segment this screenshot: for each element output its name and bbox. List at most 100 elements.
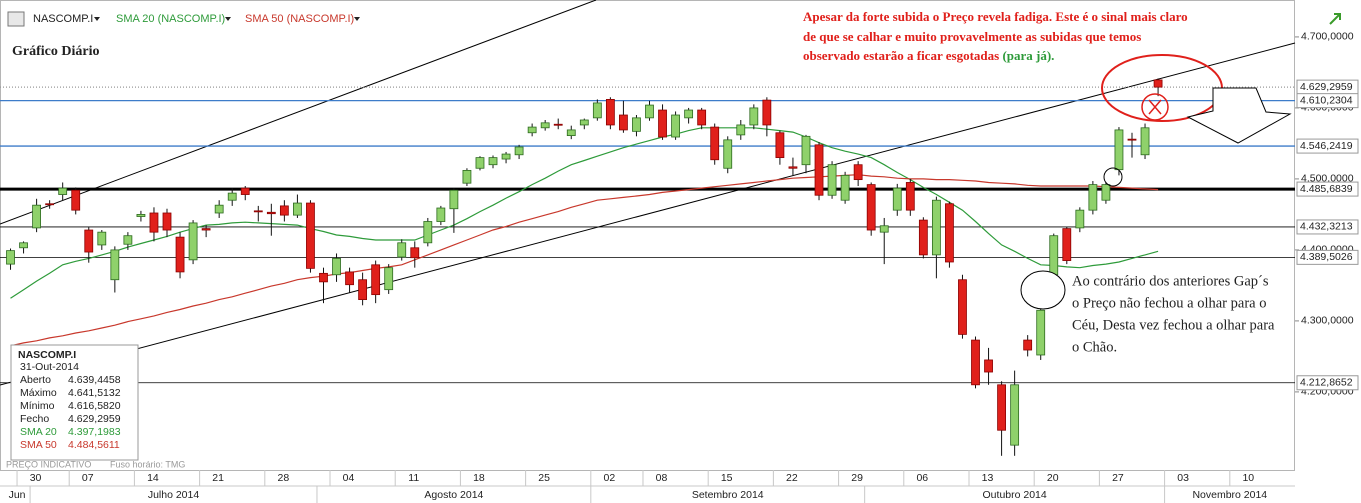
candle-body — [945, 203, 954, 263]
dropdown-icon[interactable] — [225, 17, 231, 21]
note-line: observado estarão a ficar esgotadas (par… — [803, 48, 1054, 63]
legend-entry: SMA 20 (NASCOMP.I) — [116, 13, 225, 25]
note-top: Apesar da forte subida o Preço revela fa… — [803, 9, 1188, 63]
x-tick-label: 13 — [982, 472, 994, 484]
month-label: Setembro 2014 — [692, 489, 764, 501]
candle-body — [110, 249, 120, 281]
candle-body — [1075, 209, 1085, 229]
info-box — [10, 344, 139, 461]
candle-body — [958, 279, 967, 335]
candle-body — [801, 135, 811, 166]
candle-body — [840, 174, 850, 201]
candle-body — [462, 169, 472, 184]
candle-body — [266, 211, 276, 215]
level-label: 4.629,2959 — [1300, 81, 1353, 93]
x-tick-label: 11 — [408, 472, 419, 484]
candle-body — [97, 231, 107, 246]
info-label: SMA 20 — [20, 426, 57, 438]
candle-body — [32, 204, 42, 229]
candle-body — [306, 202, 315, 269]
info-value: 4.641,5132 — [68, 387, 121, 399]
candle-body — [410, 247, 420, 259]
candle-body — [436, 207, 446, 222]
candle-body — [697, 109, 707, 126]
candle-body — [58, 187, 68, 195]
candle-body — [1127, 138, 1137, 141]
note-line: o Chão. — [1072, 339, 1117, 355]
symbol-legend: NASCOMP.I — [33, 13, 93, 25]
info-value: 4.616,5820 — [68, 400, 121, 412]
level-label: 4.610,2304 — [1300, 94, 1353, 106]
note-line: de que se calhar e muito provavelmente a… — [803, 29, 1141, 44]
note-line: Céu, Desta vez fechou a olhar para — [1072, 317, 1275, 333]
info-label: Mínimo — [20, 400, 55, 412]
candle-body — [971, 339, 980, 386]
candle-body — [918, 219, 928, 256]
info-label: Aberto — [20, 374, 51, 386]
level-label: 4.432,3213 — [1300, 221, 1353, 233]
x-tick-label: 06 — [916, 472, 928, 484]
x-tick-label: 27 — [1112, 472, 1124, 484]
x-tick-label: 25 — [538, 472, 550, 484]
channel-line-lower — [0, 42, 1296, 386]
candle-body — [853, 164, 863, 181]
candle-body — [605, 98, 615, 126]
level-label-box — [1296, 181, 1359, 197]
candle-body — [592, 102, 602, 119]
trend-icon — [1329, 13, 1341, 25]
symbol-icon — [7, 11, 25, 27]
x-tick-label: 21 — [212, 472, 224, 484]
candle-body — [984, 359, 993, 373]
candle-body — [1101, 184, 1111, 201]
candle-body — [293, 202, 302, 216]
x-tick-label: 20 — [1047, 472, 1059, 484]
candle-body — [136, 214, 146, 217]
info-value: 4.639,4458 — [68, 374, 121, 386]
info-footer: Fuso horário: TMG — [110, 459, 185, 469]
candle-body — [553, 123, 563, 126]
candle-body — [527, 126, 537, 134]
candle-body — [736, 124, 746, 136]
candle-body — [488, 157, 498, 166]
x-tick-label: 08 — [656, 472, 668, 484]
candle-body — [1114, 129, 1124, 171]
candle-body — [358, 279, 368, 301]
candle-body — [762, 99, 772, 126]
candle-body — [475, 157, 485, 169]
candle-body — [227, 192, 237, 201]
dropdown-icon[interactable] — [354, 17, 360, 21]
info-footer: PREÇO INDICATIVO — [6, 459, 91, 469]
candle-body — [892, 187, 902, 211]
x-tick-label: 29 — [851, 472, 863, 484]
candle-body — [162, 212, 172, 231]
candle-body — [149, 212, 159, 233]
level-label: 4.212,8652 — [1300, 377, 1353, 389]
note-green: (para já). — [1002, 48, 1054, 63]
info-date: 31-Out-2014 — [20, 361, 79, 373]
candle-body — [175, 236, 185, 273]
info-label: Máximo — [20, 387, 57, 399]
x-mark — [1148, 99, 1162, 115]
candle-body — [788, 166, 798, 169]
candle-body — [188, 222, 198, 261]
note-line: Apesar da forte subida o Preço revela fa… — [803, 9, 1188, 24]
month-label: Julho 2014 — [148, 489, 200, 501]
candle-body — [775, 132, 785, 159]
month-label: Agosto 2014 — [424, 489, 483, 501]
candle-body — [371, 264, 381, 296]
candle-body — [814, 144, 824, 196]
subtitle: Gráfico Diário — [12, 44, 99, 59]
dropdown-icon[interactable] — [94, 17, 100, 21]
level-label-box — [1296, 375, 1359, 391]
plot-frame — [0, 0, 1295, 471]
info-label: Fecho — [20, 413, 49, 425]
level-label: 4.546,2419 — [1300, 140, 1353, 152]
x-tick-label: 28 — [277, 472, 289, 484]
level-label-box — [1296, 93, 1359, 109]
candle-body — [827, 164, 837, 196]
candle-body — [253, 210, 263, 213]
candle-body — [84, 229, 94, 253]
level-label: 4.389,5026 — [1300, 251, 1353, 263]
